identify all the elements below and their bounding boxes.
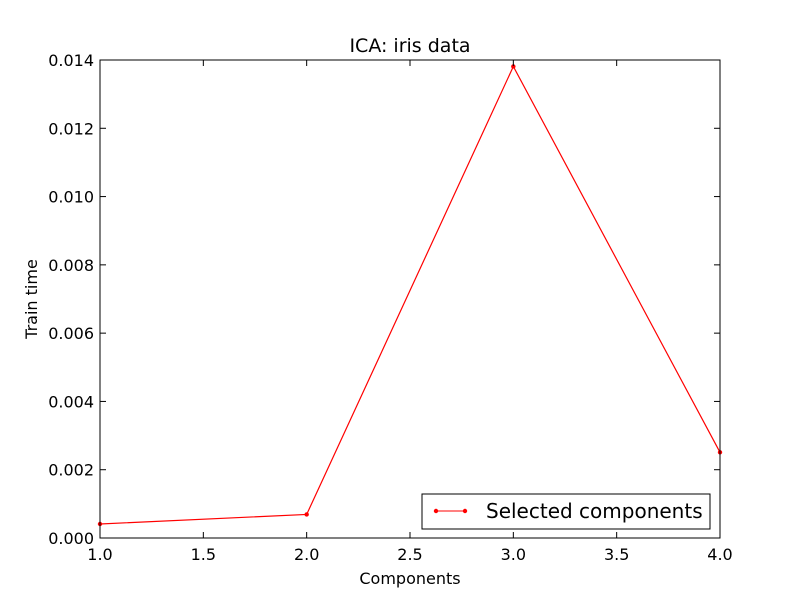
data-point — [304, 512, 309, 517]
x-tick-label: 3.0 — [501, 545, 526, 564]
legend: Selected components — [421, 493, 711, 530]
x-tick-label: 1.5 — [191, 545, 216, 564]
y-tick-label: 0.014 — [48, 51, 94, 70]
y-tick-label: 0.012 — [48, 119, 94, 138]
y-axis-label: Train time — [22, 259, 41, 340]
x-tick-label: 2.5 — [397, 545, 422, 564]
y-tick-label: 0.004 — [48, 392, 94, 411]
plot-frame — [99, 59, 721, 539]
x-tick-label: 3.5 — [604, 545, 629, 564]
chart-title: ICA: iris data — [349, 35, 470, 57]
legend-label: Selected components — [486, 499, 703, 523]
legend-marker-right — [462, 508, 468, 514]
y-tick-label: 0.008 — [48, 256, 94, 275]
x-tick-label: 2.0 — [294, 545, 319, 564]
x-axis-label: Components — [359, 569, 460, 588]
x-tick-label: 4.0 — [707, 545, 732, 564]
data-point — [511, 64, 516, 69]
x-tick-label: 1.0 — [87, 545, 112, 564]
y-tick-label: 0.010 — [48, 188, 94, 207]
plot-area — [100, 60, 720, 538]
legend-marker-left — [433, 508, 439, 514]
legend-box — [421, 493, 711, 530]
y-tick-label: 0.000 — [48, 529, 94, 548]
series-line — [99, 65, 721, 525]
y-tick-label: 0.006 — [48, 324, 94, 343]
series-layer — [97, 64, 723, 527]
ticks-layer: 1.0 1.5 2.0 2.5 3.0 3.5 4.0 0.000 0.002 0.004 0.00… — [48, 51, 733, 564]
y-tick-label: 0.002 — [48, 461, 94, 480]
